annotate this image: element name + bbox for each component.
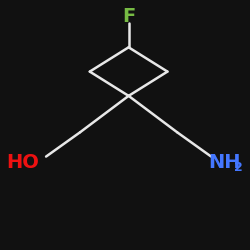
Text: F: F [122, 8, 135, 26]
Text: HO: HO [6, 153, 39, 172]
Text: 2: 2 [234, 161, 243, 174]
Text: NH: NH [209, 153, 241, 172]
